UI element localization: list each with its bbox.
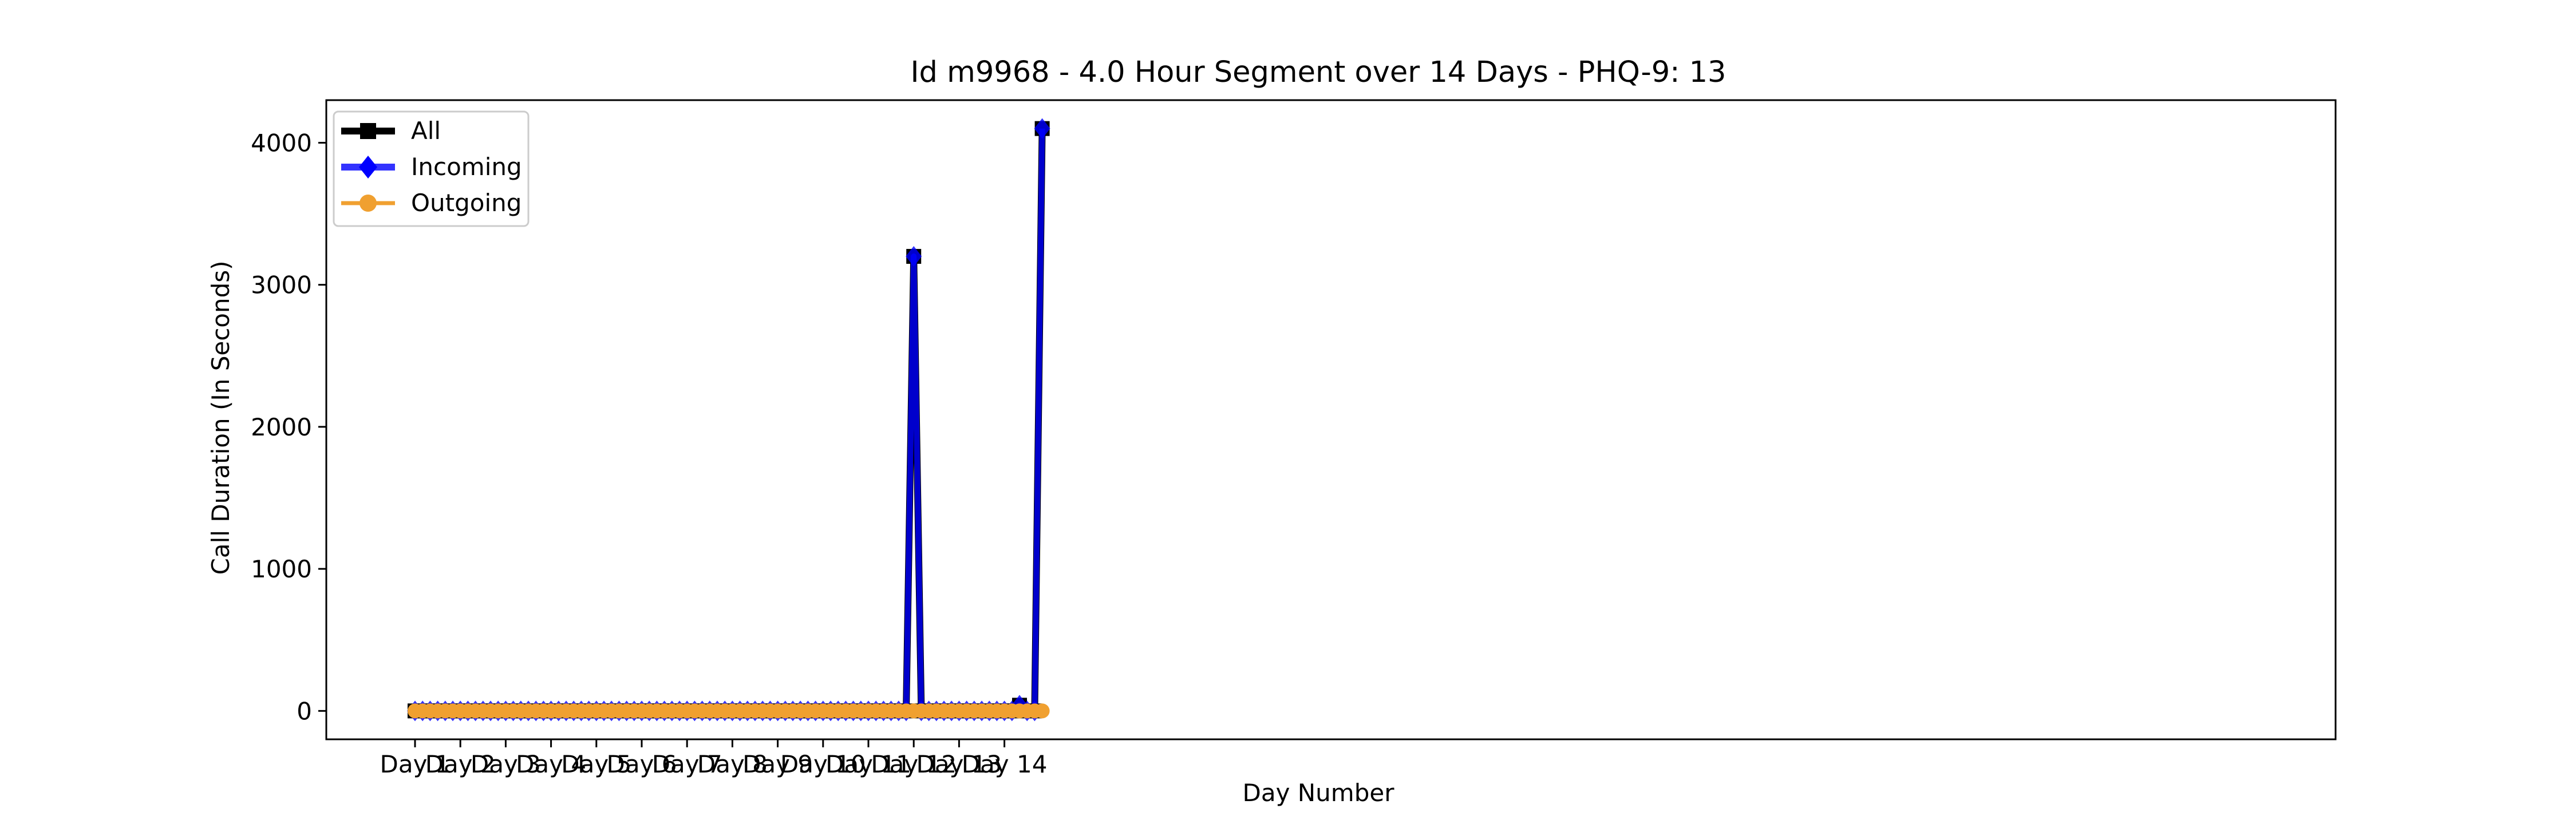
- x-tick-label: Day 3: [471, 750, 541, 778]
- incoming-data-point: [1034, 118, 1050, 139]
- x-tick-label: Day 7: [652, 750, 722, 778]
- outgoing-data-point: [1034, 703, 1050, 719]
- legend-entry-all: All: [341, 117, 441, 145]
- x-tick-label: Day 9: [742, 750, 813, 778]
- x-axis-label: Day Number: [1242, 779, 1394, 807]
- circle-marker-icon: [359, 195, 377, 212]
- x-tick-label: Day 10: [780, 750, 866, 778]
- y-tick-label: 4000: [251, 129, 312, 157]
- x-tick-label: Day 6: [606, 750, 677, 778]
- x-tick-label: Day 5: [561, 750, 631, 778]
- x-tick-label: Day 13: [916, 750, 1002, 778]
- legend-label-outgoing: Outgoing: [411, 189, 521, 217]
- legend-frame: [333, 110, 530, 227]
- x-tick-label: Day 1: [380, 750, 450, 778]
- y-tick-label: 2000: [251, 413, 312, 441]
- legend-entry-incoming: Incoming: [341, 153, 522, 181]
- plot-frame: [325, 99, 2337, 740]
- legend-label-all: All: [411, 117, 441, 145]
- legend-label-incoming: Incoming: [411, 153, 522, 181]
- square-marker-icon: [360, 123, 376, 139]
- legend-entry-outgoing: Outgoing: [341, 189, 521, 217]
- x-tick-label: Day 11: [825, 750, 911, 778]
- x-tick-label: Day 14: [962, 750, 1048, 778]
- y-axis-label: Call Duration (In Seconds): [207, 260, 235, 575]
- y-tick-label: 3000: [251, 271, 312, 299]
- x-tick-label: Day 4: [516, 750, 586, 778]
- incoming-data-point: [906, 246, 922, 267]
- chart-title: Id m9968 - 4.0 Hour Segment over 14 Days…: [911, 56, 1726, 89]
- x-tick-label: Day 12: [871, 750, 957, 778]
- x-tick-label: Day 8: [697, 750, 768, 778]
- y-tick-label: 0: [297, 697, 312, 725]
- y-tick-label: 1000: [251, 555, 312, 583]
- legend: All Incoming Outgoing: [333, 110, 530, 227]
- x-tick-label: Day 2: [425, 750, 496, 778]
- diamond-marker-icon: [359, 156, 377, 179]
